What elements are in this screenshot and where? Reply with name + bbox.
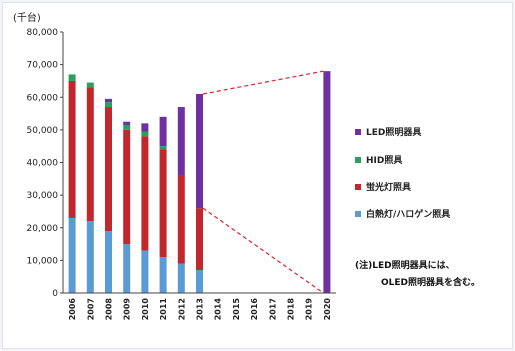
bar-segment — [159, 257, 167, 293]
bar-segment — [105, 107, 112, 232]
x-tick-label: 2007 — [86, 298, 95, 320]
legend-swatch — [355, 129, 361, 135]
x-axis: 2006 2007 2008 2009 2010 2011 2012 2013 2014 2015… — [63, 292, 336, 321]
bar-segment — [177, 107, 185, 176]
projection-line — [202, 207, 324, 294]
bar-segment — [141, 250, 149, 293]
bar-segment — [123, 129, 131, 245]
bars — [68, 71, 331, 294]
x-tick-label: 2008 — [105, 298, 114, 321]
x-tick-label: 2012 — [177, 298, 186, 320]
legend-swatch — [355, 184, 361, 190]
y-tick-label: 0 — [52, 289, 58, 299]
bar-segment — [105, 231, 112, 293]
bar-segment — [86, 221, 94, 293]
projection-line — [202, 70, 324, 95]
bar-segment — [323, 71, 331, 294]
legend-label: 蛍光灯照具 — [366, 181, 411, 193]
x-tick-label: 2013 — [196, 298, 205, 320]
bar-segment — [177, 263, 185, 293]
bar-segment — [141, 123, 149, 132]
y-axis: 0 10,000 20,000 30,000 40,000 50,000 60,000 70,… — [27, 28, 64, 299]
legend-label: LED照明器具 — [366, 127, 421, 138]
y-tick-label: 20,000 — [27, 224, 59, 234]
bar-segment — [123, 124, 131, 130]
bar-segment — [86, 87, 94, 222]
y-tick-label: 40,000 — [27, 159, 59, 169]
bar-segment — [105, 98, 112, 103]
bar-segment — [123, 121, 131, 125]
x-tick-label: 2014 — [214, 298, 223, 321]
x-tick-label: 2020 — [323, 298, 332, 321]
y-tick-label: 10,000 — [27, 256, 59, 266]
legend-label: HID照具 — [366, 155, 402, 166]
bar-segment — [159, 116, 167, 147]
x-tick-label: 2009 — [123, 298, 132, 321]
bar-segment — [105, 102, 112, 108]
y-tick-label: 60,000 — [27, 93, 59, 103]
bar-segment — [68, 74, 76, 81]
bar-segment — [86, 82, 94, 88]
x-tick-label: 2010 — [141, 298, 150, 321]
bar-segment — [68, 80, 76, 218]
bar-segment — [123, 244, 131, 293]
y-tick-label: 30,000 — [27, 191, 59, 201]
legend-label: 白熱灯/ハロゲン照具 — [366, 208, 450, 220]
x-tick-label: 2017 — [268, 298, 277, 320]
bar-segment — [177, 175, 185, 264]
projection-lines — [202, 70, 324, 294]
stacked-bar-chart: (千台) 0 10,000 20,000 30,000 40,000 50,000 60,0… — [13, 11, 480, 321]
note-line: (注)LED照明器具には、 — [355, 259, 455, 271]
bar-segment — [141, 131, 149, 137]
y-tick-label: 50,000 — [27, 126, 59, 136]
unit-label: (千台) — [13, 11, 41, 24]
bar-segment — [159, 146, 167, 150]
note-line: OLED照明器具を含む。 — [381, 276, 480, 288]
y-tick-label: 80,000 — [27, 28, 59, 38]
bar-segment — [141, 136, 149, 251]
y-tick-label: 70,000 — [27, 61, 59, 71]
bar-segment — [159, 149, 167, 258]
x-tick-label: 2011 — [159, 298, 168, 321]
bar-segment — [68, 217, 76, 293]
legend-swatch — [355, 157, 361, 163]
x-tick-label: 2006 — [68, 298, 77, 321]
x-tick-label: 2016 — [250, 298, 259, 321]
bar-segment — [196, 93, 203, 209]
note: (注)LED照明器具には、 OLED照明器具を含む。 — [355, 259, 480, 288]
x-tick-label: 2018 — [287, 298, 296, 321]
legend-swatch — [355, 211, 361, 217]
x-tick-label: 2019 — [305, 298, 314, 321]
bar-segment — [196, 270, 203, 293]
x-tick-label: 2015 — [232, 298, 241, 321]
bar-segment — [196, 208, 203, 271]
